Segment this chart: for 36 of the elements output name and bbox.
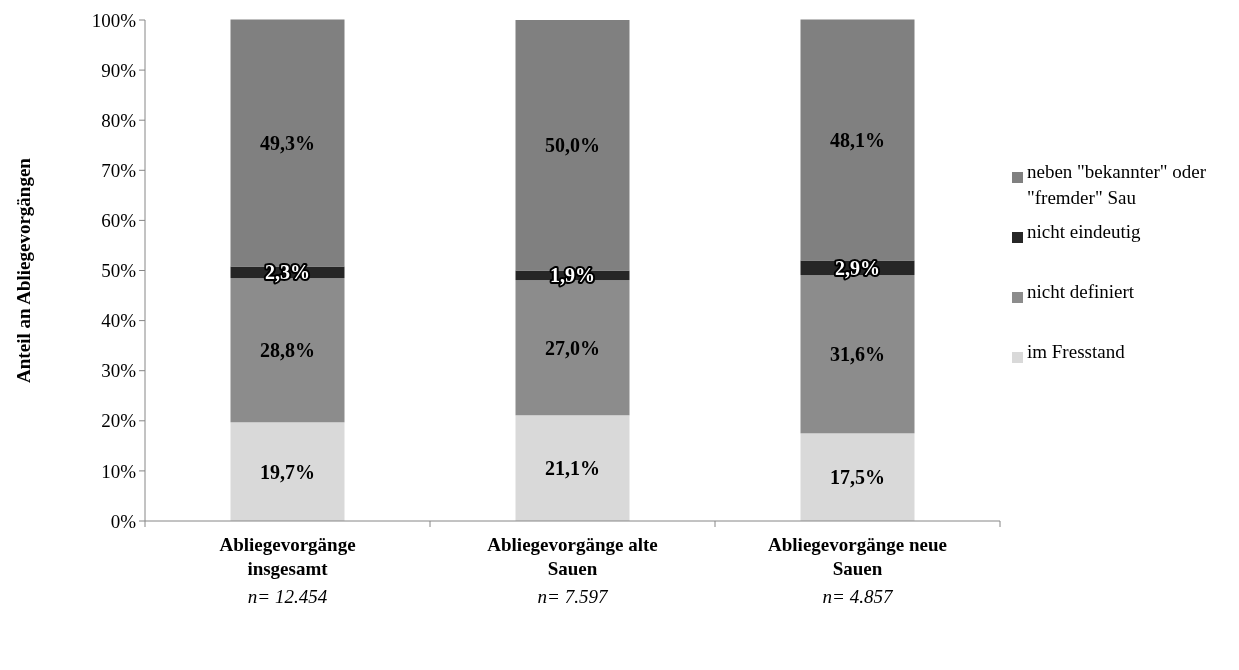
bar: [515, 415, 630, 521]
data-label: 21,1%: [545, 457, 600, 480]
data-label: 48,1%: [830, 128, 885, 151]
bar: [800, 433, 915, 521]
data-label: 17,5%: [830, 466, 885, 489]
y-tick-label: 70%: [101, 159, 137, 181]
y-tick-label: 10%: [101, 460, 137, 482]
data-label: 19,7%: [260, 460, 315, 483]
y-tick-label: 20%: [101, 410, 137, 432]
y-tick-label: 50%: [101, 260, 137, 282]
bar: [230, 422, 345, 521]
data-label: 28,8%: [260, 339, 315, 362]
y-tick-label: 30%: [101, 360, 137, 382]
y-tick-label: 60%: [101, 210, 137, 232]
y-tick-label: 40%: [101, 310, 137, 332]
y-tick-label: 90%: [101, 59, 137, 81]
data-label: 31,6%: [830, 343, 885, 366]
legend-label: nicht eindeutig: [1027, 221, 1141, 242]
legend-label: neben "bekannter" oder "fremder" Sau: [1027, 161, 1207, 208]
text: n= 4.857: [822, 586, 894, 607]
y-axis-title: Anteil an Abliegevorgängen: [13, 157, 34, 383]
legend-label: im Fresstand: [1027, 341, 1126, 362]
legend-label: nicht definiert: [1027, 281, 1135, 302]
data-label: 2,3%: [265, 261, 310, 284]
y-tick-label: 80%: [101, 109, 137, 131]
text: n= 7.597: [537, 586, 609, 607]
bar: [230, 19, 345, 267]
text: n= 12.454: [247, 586, 328, 607]
y-tick-label: 0%: [110, 510, 137, 532]
data-label: 2,9%: [835, 256, 880, 279]
y-tick-label: 100%: [91, 9, 137, 31]
bar: [800, 19, 915, 261]
data-label: 50,0%: [545, 134, 600, 157]
data-label: 49,3%: [260, 132, 315, 154]
data-label: 1,9%: [550, 264, 595, 287]
data-label: 27,0%: [545, 336, 600, 359]
